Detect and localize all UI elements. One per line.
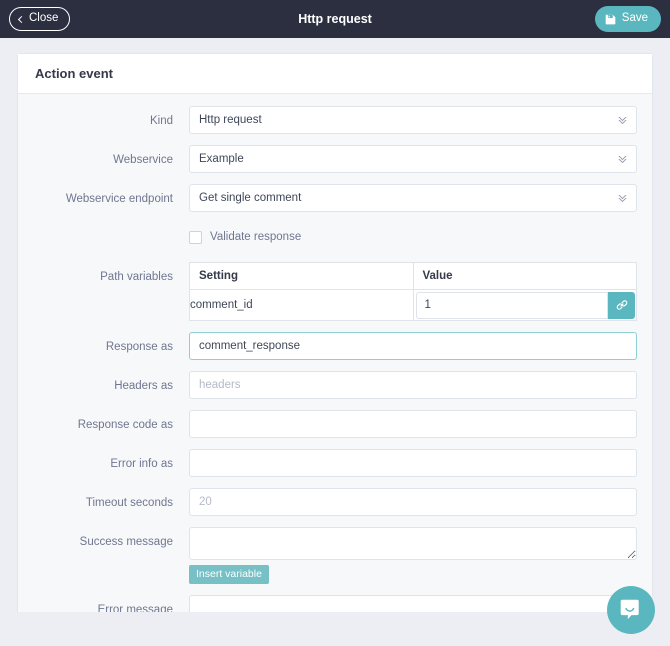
- validate-response-label: Validate response: [210, 231, 302, 243]
- response-as-label: Response as: [105, 341, 173, 353]
- webservice-select[interactable]: Example: [189, 145, 637, 173]
- save-icon: [605, 14, 616, 24]
- timeout-seconds-input[interactable]: [189, 488, 637, 516]
- save-button[interactable]: Save: [594, 6, 661, 32]
- chat-bubble-icon: [620, 599, 639, 620]
- action-event-card: Action event Kind Http request Webservic…: [17, 53, 653, 612]
- save-button-label: Save: [621, 12, 648, 25]
- error-message-textarea[interactable]: [189, 595, 637, 612]
- form-row-path-variables: Path variables Setting Value: [18, 262, 637, 321]
- form-row-validate-response: Validate response: [18, 223, 637, 251]
- table-row: comment_id: [189, 289, 637, 321]
- close-button-label: Close: [29, 12, 59, 25]
- form-row-headers-as: Headers as: [18, 371, 637, 399]
- success-message-textarea[interactable]: [189, 527, 637, 560]
- path-variable-value-input[interactable]: [415, 291, 608, 319]
- form-row-response-as: Response as: [18, 332, 637, 360]
- chevron-left-icon: [17, 15, 26, 23]
- cell-setting-value: [412, 289, 637, 321]
- modal-scroll-area[interactable]: Action event Kind Http request Webservic…: [0, 38, 670, 612]
- close-button[interactable]: Close: [9, 7, 71, 31]
- form-row-error-message: Error message Insert variable: [18, 595, 637, 612]
- page-title: Http request: [298, 12, 372, 26]
- modal-topbar: Close Http request Save: [0, 0, 670, 38]
- validate-response-checkbox[interactable]: [189, 230, 202, 244]
- intercom-launcher-button[interactable]: [607, 586, 655, 634]
- form-row-webservice-endpoint: Webservice endpoint Get single comment: [18, 184, 637, 212]
- form-row-success-message: Success message Insert variable: [18, 527, 637, 585]
- response-as-input[interactable]: [189, 332, 637, 360]
- cell-setting-name: comment_id: [189, 289, 414, 321]
- form-row-kind: Kind Http request: [18, 106, 637, 134]
- link-icon: [616, 300, 627, 310]
- table-header-row: Setting Value: [189, 262, 637, 290]
- card-title: Action event: [35, 66, 114, 81]
- column-header-setting: Setting: [189, 262, 414, 290]
- column-header-value: Value: [412, 262, 637, 290]
- path-variables-label: Path variables: [100, 271, 173, 283]
- form-row-error-info-as: Error info as: [18, 449, 637, 477]
- webservice-endpoint-select[interactable]: Get single comment: [189, 184, 637, 212]
- error-info-as-input[interactable]: [189, 449, 637, 477]
- headers-as-input[interactable]: [189, 371, 637, 399]
- error-info-as-label: Error info as: [110, 458, 173, 470]
- headers-as-label: Headers as: [114, 380, 173, 392]
- webservice-endpoint-label: Webservice endpoint: [65, 193, 173, 205]
- form-row-webservice: Webservice Example: [18, 145, 637, 173]
- kind-select[interactable]: Http request: [189, 106, 637, 134]
- response-code-as-label: Response code as: [77, 419, 173, 431]
- card-body: Kind Http request Webservice Example: [18, 94, 652, 612]
- card-header: Action event: [18, 54, 652, 94]
- success-insert-variable-button[interactable]: Insert variable: [189, 565, 269, 585]
- insert-variable-link-button[interactable]: [608, 291, 635, 319]
- kind-label: Kind: [149, 115, 173, 127]
- path-variables-table: Setting Value comment_id: [189, 262, 637, 321]
- webservice-label: Webservice: [113, 154, 173, 166]
- response-code-as-input[interactable]: [189, 410, 637, 438]
- timeout-seconds-label: Timeout seconds: [85, 497, 173, 509]
- error-message-label: Error message: [97, 604, 173, 612]
- success-message-label: Success message: [79, 536, 173, 548]
- form-row-response-code-as: Response code as: [18, 410, 637, 438]
- form-row-timeout-seconds: Timeout seconds: [18, 488, 637, 516]
